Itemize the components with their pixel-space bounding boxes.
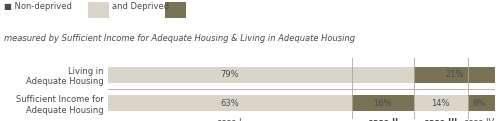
Text: case III: case III [424, 118, 458, 121]
Text: case IV: case IV [464, 118, 494, 121]
Bar [108, 67, 414, 83]
Text: 21%: 21% [445, 70, 464, 79]
Bar [414, 67, 495, 83]
Text: case I: case I [218, 118, 242, 121]
Text: case II: case II [368, 118, 398, 121]
Text: ■ Non-deprived: ■ Non-deprived [4, 2, 71, 11]
Text: 8%: 8% [473, 99, 486, 108]
Bar [414, 95, 468, 111]
Bar [352, 95, 414, 111]
Text: measured by Sufficient Income for Adequate Housing & Living in Adequate Housing: measured by Sufficient Income for Adequa… [4, 34, 354, 43]
Text: 16%: 16% [374, 99, 392, 108]
Bar [468, 95, 499, 111]
Text: 14%: 14% [432, 99, 450, 108]
Text: and Deprived: and Deprived [112, 2, 169, 11]
Text: 79%: 79% [220, 70, 239, 79]
Text: 63%: 63% [220, 99, 239, 108]
Bar [108, 95, 352, 111]
